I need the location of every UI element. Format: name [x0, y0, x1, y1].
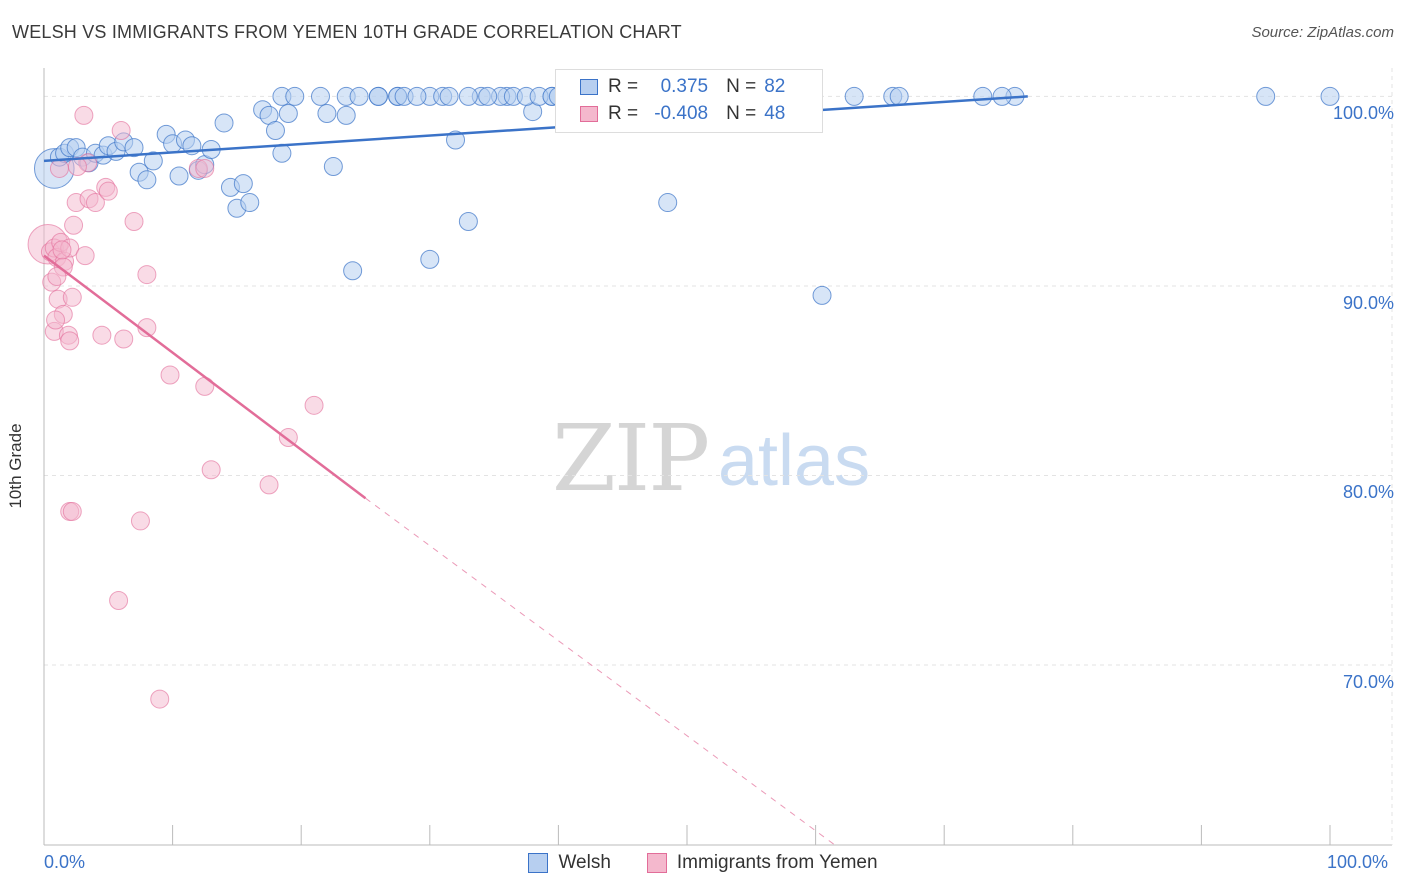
y-tick-label: 100.0%: [1332, 103, 1394, 124]
welsh-point: [323, 157, 343, 177]
welsh-point: [458, 212, 478, 232]
legend-label-yemen: Immigrants from Yemen: [676, 852, 878, 873]
correlation-legend: R = 0.375 N = 82 R = -0.408 N = 48: [555, 69, 823, 133]
welsh-point: [265, 121, 285, 141]
welsh-point: [272, 143, 292, 163]
legend-item-welsh: Welsh: [528, 852, 611, 874]
welsh-point: [446, 130, 466, 150]
yemen-point: [195, 376, 215, 396]
yemen-point: [109, 591, 129, 611]
legend-row-welsh: R = 0.375 N = 82: [580, 74, 785, 100]
yemen-point: [49, 158, 69, 178]
legend-n-value: 48: [764, 103, 786, 124]
y-tick-label: 70.0%: [1342, 671, 1394, 692]
yemen-point: [47, 266, 67, 286]
legend-n-value: 82: [764, 76, 786, 97]
watermark-atlas: atlas: [718, 421, 871, 501]
welsh-point: [285, 86, 305, 106]
welsh-point: [368, 86, 388, 106]
welsh-point: [349, 86, 369, 106]
x-tick-max: 100.0%: [1327, 852, 1389, 872]
welsh-point: [973, 86, 993, 106]
legend-n-label: N =: [726, 103, 757, 124]
yemen-trend-extension: [365, 497, 836, 846]
yemen-point: [46, 310, 66, 330]
welsh-point: [1320, 86, 1340, 106]
legend-r-value: 0.375: [660, 76, 709, 97]
yemen-point: [160, 365, 180, 385]
welsh-point: [812, 285, 832, 305]
legend-swatch-yemen: [580, 106, 598, 122]
welsh-point: [169, 166, 189, 186]
yemen-point: [52, 240, 72, 260]
yemen-point: [150, 689, 170, 709]
yemen-point: [85, 193, 105, 213]
legend-r-value: -0.408: [654, 103, 709, 124]
welsh-point: [343, 261, 363, 281]
legend-row-yemen: R = -0.408 N = 48: [580, 101, 785, 127]
legend-n-label: N =: [726, 76, 757, 97]
yemen-point: [98, 181, 118, 201]
welsh-point: [278, 103, 298, 123]
yemen-point: [201, 460, 221, 480]
welsh-point: [317, 103, 337, 123]
welsh-point: [439, 86, 459, 106]
legend-r-label: R =: [608, 76, 639, 97]
yemen-point: [62, 287, 82, 307]
welsh-point: [137, 170, 157, 190]
welsh-point: [889, 86, 909, 106]
yemen-point: [74, 105, 94, 125]
welsh-trend-line: [43, 95, 1028, 163]
welsh-point: [992, 86, 1012, 106]
legend-swatch-welsh: [580, 79, 598, 95]
welsh-point: [478, 86, 498, 106]
legend-swatch-yemen: [646, 853, 667, 873]
yemen-point: [124, 212, 144, 232]
yemen-point: [304, 395, 324, 415]
yemen-point: [92, 325, 112, 345]
welsh-point: [844, 86, 864, 106]
watermark-zip: ZIP: [552, 405, 710, 512]
yemen-point: [111, 121, 131, 141]
welsh-point: [310, 86, 330, 106]
yemen-point: [62, 501, 82, 521]
series-legend: Welsh Immigrants from Yemen: [0, 852, 1406, 874]
welsh-point: [233, 174, 253, 194]
yemen-point: [60, 331, 80, 351]
legend-item-yemen: Immigrants from Yemen: [646, 852, 878, 874]
welsh-point: [407, 86, 427, 106]
yemen-point: [195, 158, 215, 178]
welsh-point: [420, 249, 440, 269]
welsh-point: [240, 193, 260, 213]
axes: [43, 68, 1393, 846]
yemen-point: [64, 215, 84, 235]
y-tick-label: 80.0%: [1342, 482, 1394, 503]
yemen-point: [137, 265, 157, 285]
yemen-point: [259, 475, 279, 495]
welsh-point: [143, 151, 163, 171]
welsh-point: [336, 105, 356, 125]
yemen-series: [27, 105, 324, 709]
yemen-point: [130, 511, 150, 531]
legend-label-welsh: Welsh: [558, 852, 611, 873]
welsh-point: [214, 113, 234, 133]
legend-r-label: R =: [608, 103, 639, 124]
welsh-point: [658, 193, 678, 213]
yemen-trend-line: [43, 254, 367, 500]
y-tick-label: 90.0%: [1342, 292, 1394, 313]
legend-swatch-welsh: [528, 853, 549, 873]
chart-title: WELSH VS IMMIGRANTS FROM YEMEN 10TH GRAD…: [12, 22, 682, 42]
yemen-point: [75, 246, 95, 266]
x-tick-min: 0.0%: [44, 852, 86, 872]
trend-lines: [43, 95, 1028, 846]
welsh-point: [1256, 86, 1276, 106]
yemen-point: [114, 329, 134, 349]
welsh-point: [458, 86, 478, 106]
source-label: Source: ZipAtlas.com: [1251, 24, 1394, 41]
welsh-point: [124, 138, 144, 158]
